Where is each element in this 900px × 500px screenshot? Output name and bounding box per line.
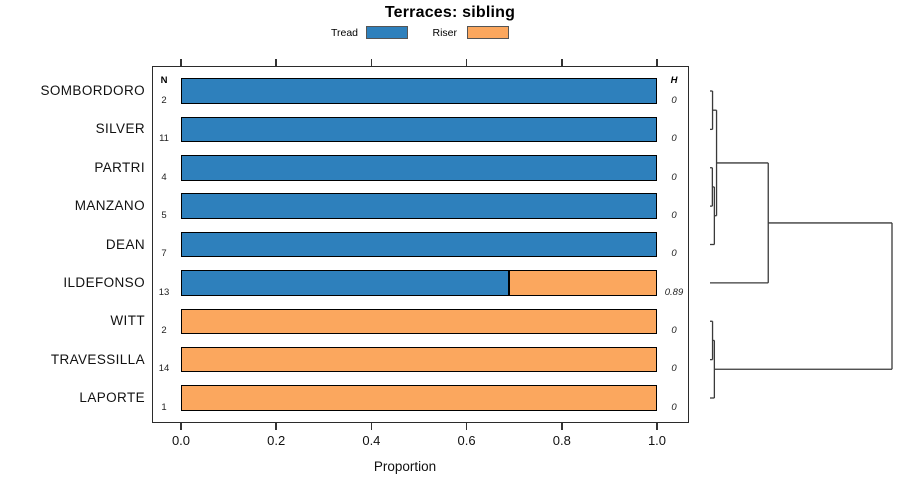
bar-segment-tread (181, 193, 657, 219)
x-axis-tick-label: 0.4 (362, 433, 381, 448)
x-axis-tick-label: 0.6 (457, 433, 476, 448)
x-axis-tick-top (275, 58, 277, 66)
bar-segment-tread (181, 155, 657, 181)
bar-segment-riser (181, 308, 657, 334)
x-axis-tick-bottom (656, 423, 658, 430)
legend-swatch-tread (366, 26, 408, 39)
legend-swatch-riser (467, 26, 509, 39)
x-axis-tick-top (180, 58, 182, 66)
n-value: 1 (161, 401, 167, 413)
x-axis-label: Proportion (373, 459, 437, 474)
n-column-header: N (160, 75, 168, 86)
h-value: 0 (671, 325, 677, 336)
n-value: 5 (161, 209, 167, 221)
x-axis-tick-top (370, 58, 373, 66)
h-column-header: H (670, 75, 678, 86)
h-value: 0.89 (664, 286, 684, 298)
h-value: 0 (671, 94, 677, 106)
y-axis-label: SOMBORDORO (40, 83, 145, 98)
x-axis-tick-bottom (180, 423, 182, 430)
n-value: 2 (161, 94, 167, 106)
h-value: 0 (671, 401, 677, 413)
n-value: 14 (158, 363, 170, 375)
y-axis-label: TRAVESSILLA (50, 351, 145, 367)
plot-frame (152, 66, 689, 423)
y-axis-label: LAPORTE (79, 390, 145, 405)
x-axis-tick-bottom (370, 423, 373, 430)
bar-segment-riser (181, 346, 657, 373)
bar-segment-tread (181, 231, 657, 258)
x-axis-tick-top (656, 58, 658, 66)
n-value: 2 (161, 325, 167, 336)
y-axis-label: DEAN (105, 236, 145, 252)
y-axis-label: SILVER (95, 121, 145, 137)
bar-segment-tread (181, 78, 657, 104)
h-value: 0 (671, 363, 677, 375)
h-value: 0 (671, 248, 677, 260)
bar-segment-riser (509, 270, 657, 296)
x-axis-tick-bottom (561, 423, 563, 430)
x-axis-tick-bottom (465, 423, 468, 430)
x-axis-tick-top (561, 58, 563, 66)
n-value: 4 (161, 171, 167, 183)
y-axis-label: ILDEFONSO (63, 274, 145, 290)
h-value: 0 (671, 133, 677, 145)
bar-segment-tread (181, 270, 510, 296)
h-value: 0 (671, 209, 677, 221)
y-axis-label: MANZANO (74, 198, 145, 214)
y-axis-label: PARTRI (94, 159, 145, 175)
legend-label-riser: Riser (432, 27, 457, 39)
y-axis-label: WITT (110, 313, 145, 329)
chart-title: Terraces: sibling (384, 4, 516, 21)
bar-segment-riser (181, 385, 657, 411)
n-value: 13 (158, 286, 170, 298)
x-axis-tick-top (465, 58, 468, 66)
bar-segment-tread (181, 116, 657, 143)
x-axis-tick-label: 0.2 (267, 433, 286, 448)
h-value: 0 (671, 171, 677, 183)
legend-label-tread: Tread (330, 27, 358, 39)
x-axis-tick-label: 0.8 (552, 433, 571, 448)
x-axis-tick-bottom (275, 423, 277, 430)
x-axis-tick-label: 1.0 (647, 433, 667, 448)
x-axis-tick-label: 0.0 (171, 433, 191, 448)
n-value: 11 (159, 133, 169, 145)
n-value: 7 (161, 248, 167, 260)
